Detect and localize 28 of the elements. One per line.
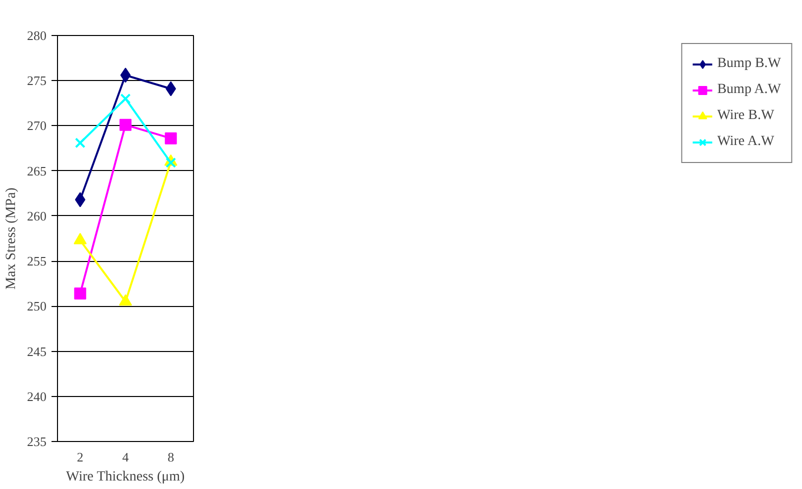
y-tick-label: 255 [27,254,46,269]
point [74,288,86,300]
point [120,118,132,131]
x-tick-label: 8 [168,450,174,464]
point [164,132,177,144]
point [119,294,132,306]
legend-label: Wire B.W [717,108,774,124]
legend-label: Wire A.W [717,134,774,150]
y-tick-label: 245 [27,344,46,359]
y-tick-label: 265 [27,163,46,178]
x-axis-title: Wire Thickness (μm) [66,470,186,484]
x-tick-label: 4 [122,450,130,464]
y-tick-label: 235 [27,434,46,449]
legend-label: Bump A.W [717,82,781,98]
legend-label: Bump B.W [717,56,781,72]
x-tick-label: 2 [76,450,84,464]
point [120,93,131,104]
y-tick-label: 280 [27,28,46,43]
y-tick-label: 270 [27,118,46,134]
y-axis-title: Max Stress (MPa) [4,187,19,290]
point [74,138,86,148]
point [120,68,131,83]
point [166,157,176,168]
y-tick-label: 275 [27,73,46,88]
y-tick-label: 240 [27,388,46,404]
point [74,232,87,244]
y-tick-label: 250 [27,298,46,314]
y-tick-label: 260 [27,208,46,224]
